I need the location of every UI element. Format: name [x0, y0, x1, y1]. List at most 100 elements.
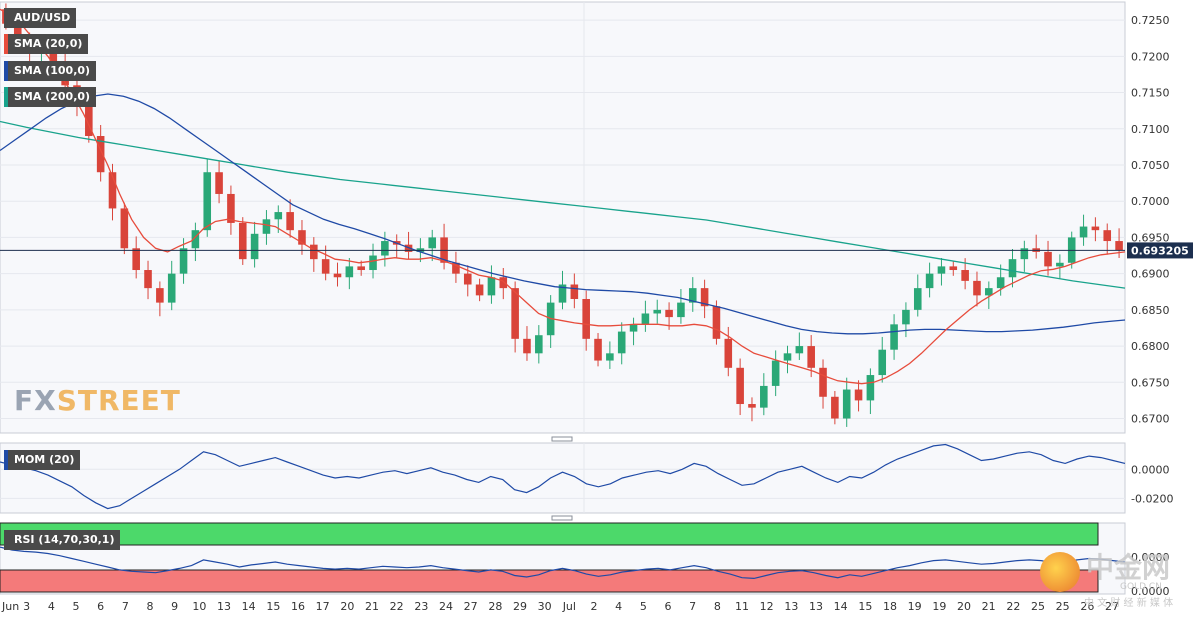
candle-body: [582, 298, 590, 339]
candle-body: [108, 172, 117, 209]
candle-body: [985, 288, 993, 296]
candle-body: [665, 309, 673, 318]
x-tick-label: 23: [414, 600, 428, 613]
candle-body: [748, 404, 756, 408]
mom-tick-label: 0.0000: [1131, 463, 1170, 476]
x-tick-label: 10: [192, 600, 206, 613]
price-tick-label: 0.6700: [1131, 413, 1170, 426]
candle-body: [819, 367, 827, 397]
candle-body: [499, 277, 508, 289]
candle-body: [262, 219, 271, 234]
price-panel-bg: [0, 1, 1126, 434]
x-tick-label: 8: [147, 600, 154, 613]
rsi-tick-label: 0.0000: [1131, 585, 1170, 598]
x-tick-label: 19: [932, 600, 946, 613]
x-tick-label: 20: [340, 600, 354, 613]
candle-body: [1056, 262, 1064, 267]
candle-body: [1008, 259, 1017, 278]
candle-body: [475, 284, 484, 296]
candle-body: [203, 172, 212, 231]
candle-body: [795, 346, 804, 354]
candle-body: [132, 248, 140, 271]
x-tick-label: 5: [73, 600, 80, 613]
candle-body: [428, 237, 437, 249]
gold-cn-emblem-icon: [1040, 552, 1080, 592]
rsi-legend[interactable]: RSI (14,70,30,1): [4, 530, 121, 550]
x-tick-label: 13: [809, 600, 823, 613]
price-tick-label: 0.6800: [1131, 340, 1170, 353]
candle-body: [996, 277, 1005, 289]
x-tick-label: 21: [982, 600, 996, 613]
x-tick-label: 13: [784, 600, 798, 613]
gold-cn-logo-text: 中金网: [1086, 551, 1171, 584]
candle-body: [179, 248, 188, 274]
price-tick-label: 0.6900: [1131, 268, 1170, 281]
candle-body: [724, 338, 733, 368]
candle-body: [357, 266, 365, 271]
x-tick-label: 4: [48, 600, 55, 613]
x-tick-label: 27: [1105, 600, 1119, 613]
x-tick-label: 17: [316, 600, 330, 613]
candle-body: [760, 385, 768, 408]
gold-cn-logo-sub: GOLD.CN: [1120, 582, 1162, 592]
price-tick-label: 0.7000: [1131, 195, 1170, 208]
candle-body: [381, 241, 389, 256]
candle-body: [617, 331, 626, 354]
mom-line: [0, 443, 1126, 510]
mom-tick-label: -0.0200: [1131, 492, 1173, 505]
candle-body: [831, 396, 839, 419]
x-tick-label: 6: [665, 600, 672, 613]
mom-color-swatch: [4, 450, 8, 470]
mom-legend[interactable]: MOM (20): [4, 450, 81, 470]
sma20-line: [0, 8, 1126, 385]
candle-body: [85, 103, 93, 137]
x-tick-label: 7: [122, 600, 129, 613]
x-tick-label: 13: [217, 600, 231, 613]
candle-body: [310, 244, 318, 260]
candle-body: [345, 266, 354, 278]
sma100-legend[interactable]: SMA (100,0): [4, 61, 97, 81]
x-tick-label: 27: [464, 600, 478, 613]
x-tick-label: 20: [957, 600, 971, 613]
price-panel: 0.7250 0.7200 0.7150 0.7100 0.7050 0.7000 0.69…: [0, 1, 1193, 442]
candle-body: [167, 273, 176, 303]
x-tick-label: 15: [266, 600, 280, 613]
x-tick-label: Jun: [1, 600, 19, 613]
candle-body: [973, 280, 981, 296]
last-price-label: 0.693205: [1131, 244, 1189, 257]
last-price-badge: [1127, 242, 1193, 259]
fxstreet-watermark: FXSTREET: [14, 384, 181, 417]
candle-body: [842, 389, 851, 419]
x-tick-label: 29: [513, 600, 527, 613]
x-tick-label: 24: [439, 600, 453, 613]
candle-body: [463, 273, 472, 285]
candle-body: [606, 353, 614, 361]
x-tick-label: 3: [23, 600, 30, 613]
candle-body: [937, 266, 946, 274]
x-tick-label: 26: [1080, 600, 1094, 613]
candle-body: [156, 288, 164, 303]
candle-body: [677, 302, 685, 318]
candle-body: [227, 193, 235, 223]
candle-body: [1079, 226, 1088, 238]
candle-body: [878, 349, 887, 376]
symbol-label[interactable]: AUD/USD: [4, 8, 77, 28]
sma200-line: [0, 120, 1126, 289]
sma20-legend[interactable]: SMA (20,0): [4, 34, 89, 54]
candle-body: [369, 255, 377, 271]
gold-cn-logo: 中金网 GOLD.CN 中 文 财 经 新 媒 体: [1040, 546, 1190, 609]
candle-body: [890, 324, 898, 350]
sma200-legend[interactable]: SMA (200,0): [4, 87, 97, 107]
sma200-color-swatch: [4, 87, 8, 107]
candle-body: [783, 353, 792, 361]
x-tick-label: 30: [538, 600, 552, 613]
x-tick-label: 16: [291, 600, 305, 613]
candle-body: [238, 222, 247, 260]
candle-body: [1103, 230, 1112, 242]
candle-body: [570, 284, 579, 299]
candle-body: [250, 233, 259, 260]
candle-body: [629, 324, 638, 332]
price-tick-label: 0.6950: [1131, 231, 1170, 244]
candle-body: [688, 288, 697, 303]
